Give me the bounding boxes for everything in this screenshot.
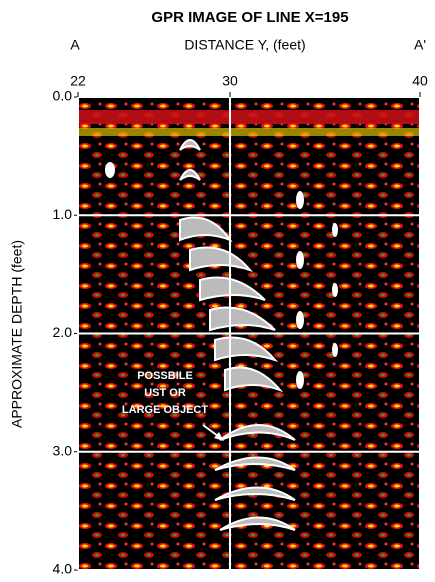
x-tick-label: 22 xyxy=(70,73,86,89)
annotation-line: POSSBILE xyxy=(137,370,193,382)
y-tick-label: 0.0 xyxy=(53,88,73,104)
annotation-arrowhead xyxy=(214,432,224,441)
chart-title: GPR IMAGE OF LINE X=195 xyxy=(151,9,348,26)
annotation: POSSBILE UST OR LARGE OBJECT xyxy=(122,370,208,416)
x-left-label: A xyxy=(70,37,80,53)
y-tick-label: 3.0 xyxy=(53,442,73,458)
annotation-line: UST OR xyxy=(144,387,186,399)
y-tick-label: 1.0 xyxy=(53,206,73,222)
x-tick-label: 40 xyxy=(412,73,428,89)
y-axis-label: APPROXIMATE DEPTH (feet) xyxy=(9,240,25,428)
annotation-line: LARGE OBJECT xyxy=(122,404,208,416)
x-axis-label: DISTANCE Y, (feet) xyxy=(184,37,305,53)
x-tick-label: 30 xyxy=(222,73,238,89)
x-right-label: A' xyxy=(414,37,426,53)
y-tick-label: 4.0 xyxy=(53,561,73,577)
y-tick-label: 2.0 xyxy=(53,324,73,340)
